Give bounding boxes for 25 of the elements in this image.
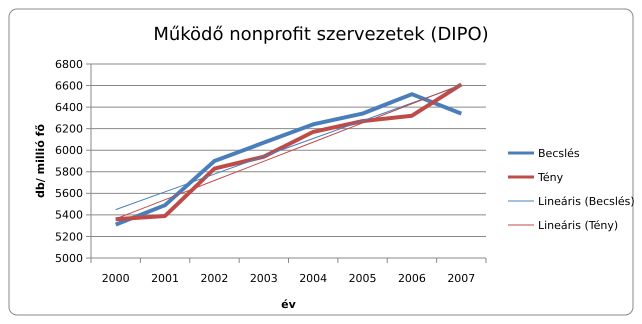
y-tick-label: 5000 [55, 252, 83, 265]
y-axis-title: db/ millió fő [34, 124, 47, 198]
y-tick-label: 5800 [55, 166, 83, 179]
x-tick-label: 2006 [398, 272, 426, 285]
y-tick-label: 6200 [55, 122, 83, 136]
y-tick-label: 6600 [55, 79, 83, 92]
legend-label: Lineáris (Tény) [538, 218, 618, 232]
x-tick-label: 2007 [447, 272, 476, 285]
legend-label: Becslés [538, 146, 580, 160]
chart-title: Működő nonprofit szervezetek (DIPO) [153, 24, 489, 45]
x-tick-label: 2005 [348, 272, 377, 285]
x-tick-label: 2002 [200, 272, 228, 285]
x-tick-label: 2000 [102, 272, 130, 285]
y-tick-label: 5600 [55, 187, 83, 200]
y-tick-label: 6400 [55, 100, 83, 114]
x-axis-title: év [281, 298, 297, 311]
y-tick-label: 6800 [55, 58, 83, 71]
x-tick-label: 2003 [250, 272, 278, 285]
y-tick-label: 5200 [55, 230, 83, 244]
y-tick-label: 6000 [55, 144, 83, 158]
legend-label: Tény [537, 170, 564, 184]
x-tick-label: 2001 [151, 272, 180, 285]
y-tick-label: 5400 [55, 208, 83, 222]
x-tick-label: 2004 [299, 272, 328, 285]
legend-label: Lineáris (Becslés) [538, 194, 635, 208]
